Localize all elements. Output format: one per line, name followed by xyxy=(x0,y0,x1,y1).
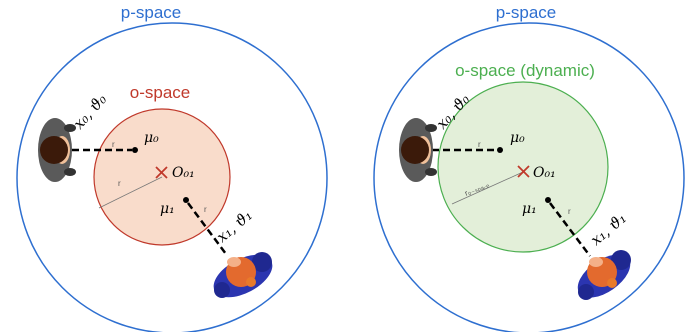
right-mu0-label: μ₀ xyxy=(510,130,525,146)
left-center-cross-icon xyxy=(155,166,168,179)
right-p-space-label: p-space xyxy=(496,3,556,22)
left-pose0-label: x₀, ϑ₀ xyxy=(70,90,111,132)
right-mu1-point xyxy=(545,197,551,203)
left-mu0-point xyxy=(132,147,138,153)
right-panel: p-space o-space (dynamic) r₀₋ₛₚₐ꜀ₑ O₀₁ μ… xyxy=(373,3,685,332)
right-person1-icon xyxy=(577,250,631,300)
left-p-space-label: p-space xyxy=(121,3,181,22)
left-r1-label: r xyxy=(204,205,207,214)
right-center-cross-icon xyxy=(517,165,530,178)
right-o-space-circle xyxy=(437,81,609,253)
left-mu1-label: μ₁ xyxy=(160,201,175,217)
right-mu0-point xyxy=(497,147,503,153)
right-p-space-circle xyxy=(373,22,685,332)
left-o-space-label: o-space xyxy=(130,83,190,102)
left-radius-line xyxy=(98,176,163,209)
left-panel: p-space o-space r O₀₁ μ₀ r μ₁ r x₀, ϑ₀ x… xyxy=(16,3,328,332)
right-r0-label: r xyxy=(478,140,481,149)
left-radius-label: r xyxy=(118,179,121,188)
left-mu1-point xyxy=(183,197,189,203)
right-center-label: O₀₁ xyxy=(533,165,556,181)
right-r1-label: r xyxy=(568,207,571,216)
right-person1-gaze-line xyxy=(549,202,591,257)
left-r0-label: r xyxy=(112,140,115,149)
left-person1-icon xyxy=(213,252,273,298)
right-mu1-label: μ₁ xyxy=(522,201,537,217)
left-person0-icon xyxy=(38,118,76,182)
left-p-space-circle xyxy=(16,22,328,332)
right-person0-icon xyxy=(399,118,437,182)
right-o-space-label: o-space (dynamic) xyxy=(455,61,595,80)
left-mu0-label: μ₀ xyxy=(144,130,159,146)
right-radius-line xyxy=(451,171,524,205)
left-center-label: O₀₁ xyxy=(172,165,195,181)
